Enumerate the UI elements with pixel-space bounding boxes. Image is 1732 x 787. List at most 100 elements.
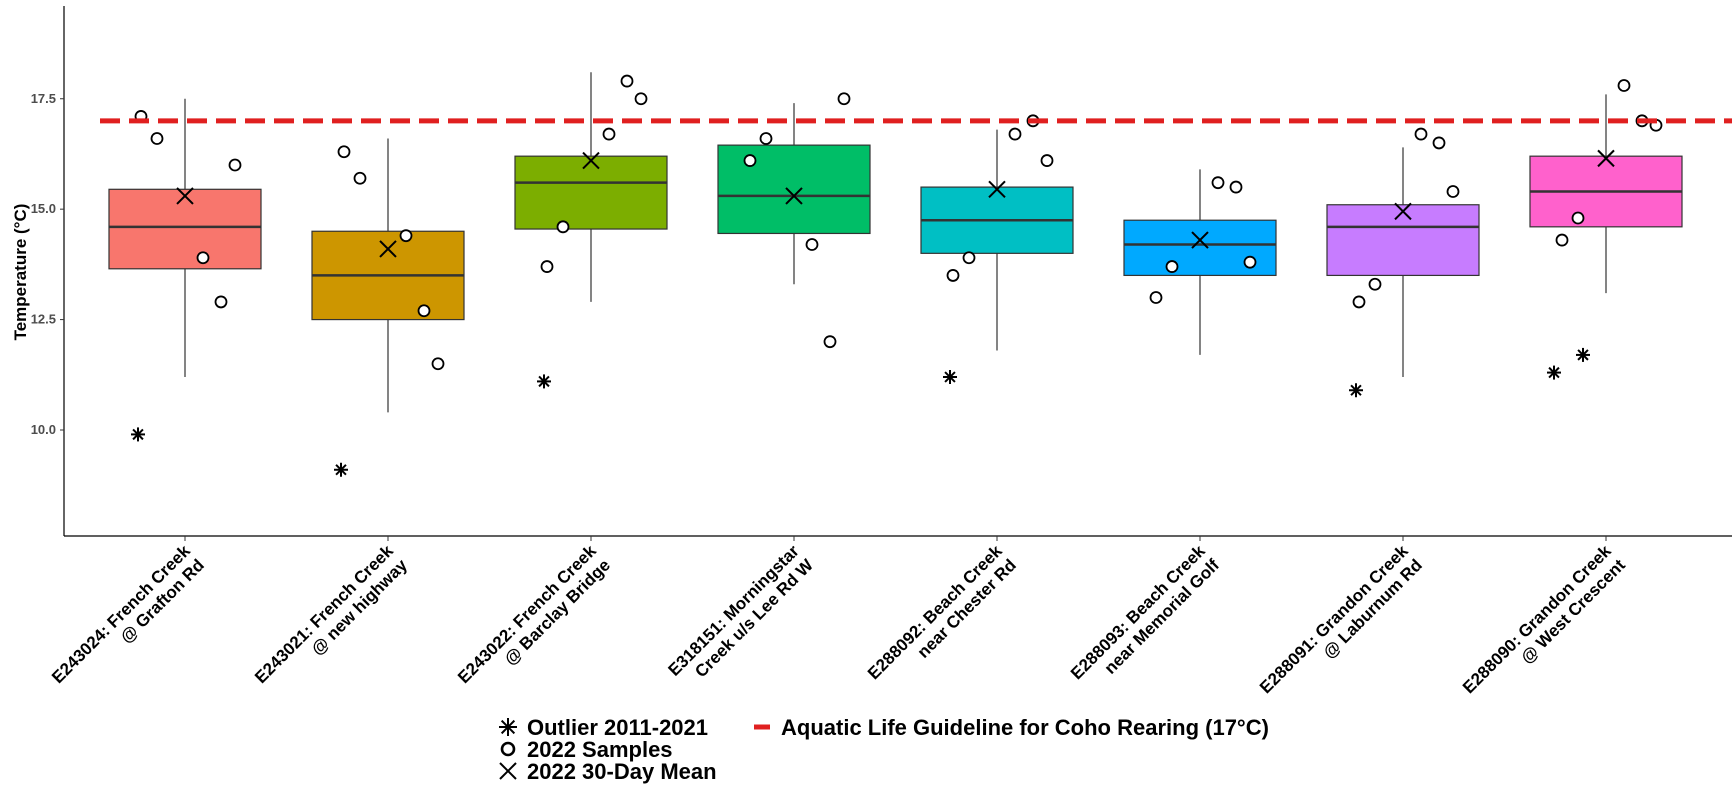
x-tick-label: E243024: French Creek@ Grafton Rd bbox=[48, 541, 208, 701]
legend-guideline: Aquatic Life Guideline for Coho Rearing … bbox=[754, 715, 1269, 740]
legend-outlier-label: Outlier 2011-2021 bbox=[527, 715, 708, 740]
outlier-point bbox=[1576, 347, 1590, 362]
x-tick-label: E243021: French Creek@ new highway bbox=[251, 541, 411, 701]
x-tick-label-line: E288093: Beach Creek bbox=[1067, 541, 1209, 683]
legend-outlier-mark bbox=[499, 718, 517, 736]
box-group bbox=[1326, 127, 1480, 398]
x-tick-label-line: E243024: French Creek bbox=[48, 541, 194, 687]
x-tick-label-line: E288092: Beach Creek bbox=[864, 541, 1006, 683]
mean-marker bbox=[176, 187, 194, 205]
box-group bbox=[717, 92, 871, 349]
box-group bbox=[1529, 79, 1683, 380]
box-group bbox=[1123, 169, 1277, 355]
sample-point bbox=[962, 251, 976, 265]
sample-point bbox=[337, 145, 351, 159]
y-tick-label: 15.0 bbox=[31, 201, 56, 216]
sample-point bbox=[1008, 127, 1022, 141]
x-tick-label-line: Creek u/s Lee Rd W bbox=[691, 555, 817, 681]
sample-point bbox=[1414, 127, 1428, 141]
x-tick-label-line: E288090: Grandon Creek bbox=[1459, 541, 1615, 697]
x-tick-label: E288091: Grandon Creek@ Laburnum Rd bbox=[1256, 541, 1426, 711]
sample-point bbox=[417, 304, 431, 318]
mean-marker bbox=[785, 187, 803, 205]
sample-point bbox=[1555, 233, 1569, 247]
legend-sample-mark bbox=[500, 741, 516, 757]
sample-point bbox=[1211, 176, 1225, 190]
y-axis: 10.0 12.5 15.0 17.5 bbox=[31, 6, 65, 536]
x-tick-label-line: E318151: Morningstar bbox=[664, 541, 803, 680]
sample-point bbox=[1368, 277, 1382, 291]
outlier-point bbox=[1349, 383, 1363, 398]
sample-point bbox=[1571, 211, 1585, 225]
mean-marker bbox=[1191, 231, 1209, 249]
y-tick-label: 12.5 bbox=[31, 312, 56, 327]
legend-mean-label: 2022 30-Day Mean bbox=[527, 759, 717, 784]
sample-point bbox=[431, 357, 445, 371]
legend-sample-label: 2022 Samples bbox=[527, 737, 673, 762]
x-tick-label: E288093: Beach Creeknear Memorial Golf bbox=[1067, 541, 1223, 697]
legend-mean-mark bbox=[499, 762, 517, 780]
box bbox=[514, 155, 668, 230]
box-group bbox=[514, 72, 668, 389]
sample-point bbox=[805, 238, 819, 251]
sample-point bbox=[1149, 291, 1163, 304]
mean-marker bbox=[379, 240, 397, 258]
y-tick-label: 10.0 bbox=[31, 422, 56, 437]
sample-point bbox=[634, 92, 648, 106]
outlier-point bbox=[943, 370, 957, 384]
sample-point bbox=[602, 127, 616, 141]
sample-point bbox=[743, 154, 757, 167]
box-group bbox=[311, 138, 465, 477]
x-tick-label-line: E288091: Grandon Creek bbox=[1256, 541, 1412, 697]
legend-outlier: Outlier 2011-2021 bbox=[499, 715, 708, 740]
x-tick-label-line: E243021: French Creek bbox=[251, 541, 397, 687]
box-group bbox=[920, 114, 1074, 384]
box bbox=[717, 144, 871, 235]
sample-point bbox=[1165, 260, 1179, 273]
legend-guideline-label: Aquatic Life Guideline for Coho Rearing … bbox=[781, 715, 1269, 740]
sample-point bbox=[1617, 79, 1631, 92]
mean-marker bbox=[1597, 149, 1615, 168]
sample-point bbox=[1243, 255, 1257, 269]
outlier-point bbox=[334, 462, 348, 477]
open-circle-icon bbox=[500, 741, 516, 757]
sample-point bbox=[620, 74, 634, 88]
asterisk-icon bbox=[499, 718, 517, 736]
sample-point bbox=[759, 132, 773, 145]
sample-point bbox=[540, 260, 554, 273]
x-tick-label: E243022: French Creek@ Barclay Bridge bbox=[454, 541, 614, 701]
x-tick-label: E288092: Beach Creeknear Chester Rd bbox=[864, 541, 1020, 697]
mean-marker bbox=[582, 151, 600, 170]
sample-point bbox=[1432, 136, 1446, 150]
legend-sample: 2022 Samples bbox=[500, 737, 673, 762]
box-group bbox=[108, 98, 262, 442]
sample-point bbox=[228, 158, 242, 172]
x-tick-label: E288090: Grandon Creek@ West Crescent bbox=[1459, 541, 1629, 711]
x-axis: E243024: French Creek@ Grafton Rd E243021… bbox=[48, 535, 1732, 711]
y-tick-label: 17.5 bbox=[31, 91, 56, 106]
legend-mean: 2022 30-Day Mean bbox=[499, 759, 717, 784]
sample-point bbox=[353, 171, 367, 185]
sample-point bbox=[1229, 180, 1243, 194]
mean-marker bbox=[1394, 202, 1412, 221]
sample-point bbox=[399, 229, 413, 243]
box bbox=[1326, 204, 1480, 277]
sample-point bbox=[837, 92, 851, 106]
legend: Outlier 2011-2021 2022 Samples 2022 30-D… bbox=[499, 715, 1269, 784]
outlier-point bbox=[1547, 365, 1561, 380]
box bbox=[108, 188, 262, 270]
sample-point bbox=[823, 335, 837, 349]
x-cross-icon bbox=[499, 762, 517, 780]
sample-point bbox=[196, 251, 210, 265]
y-axis-label: Temperature (°C) bbox=[11, 204, 30, 341]
outlier-point bbox=[537, 374, 551, 389]
sample-point bbox=[946, 269, 960, 282]
mean-marker bbox=[988, 180, 1006, 198]
outlier-point bbox=[131, 427, 145, 442]
sample-point bbox=[1446, 185, 1460, 198]
sample-point bbox=[556, 220, 570, 234]
sample-point bbox=[150, 132, 164, 145]
x-tick-label-line: E243022: French Creek bbox=[454, 541, 600, 687]
sample-point bbox=[1040, 154, 1054, 167]
